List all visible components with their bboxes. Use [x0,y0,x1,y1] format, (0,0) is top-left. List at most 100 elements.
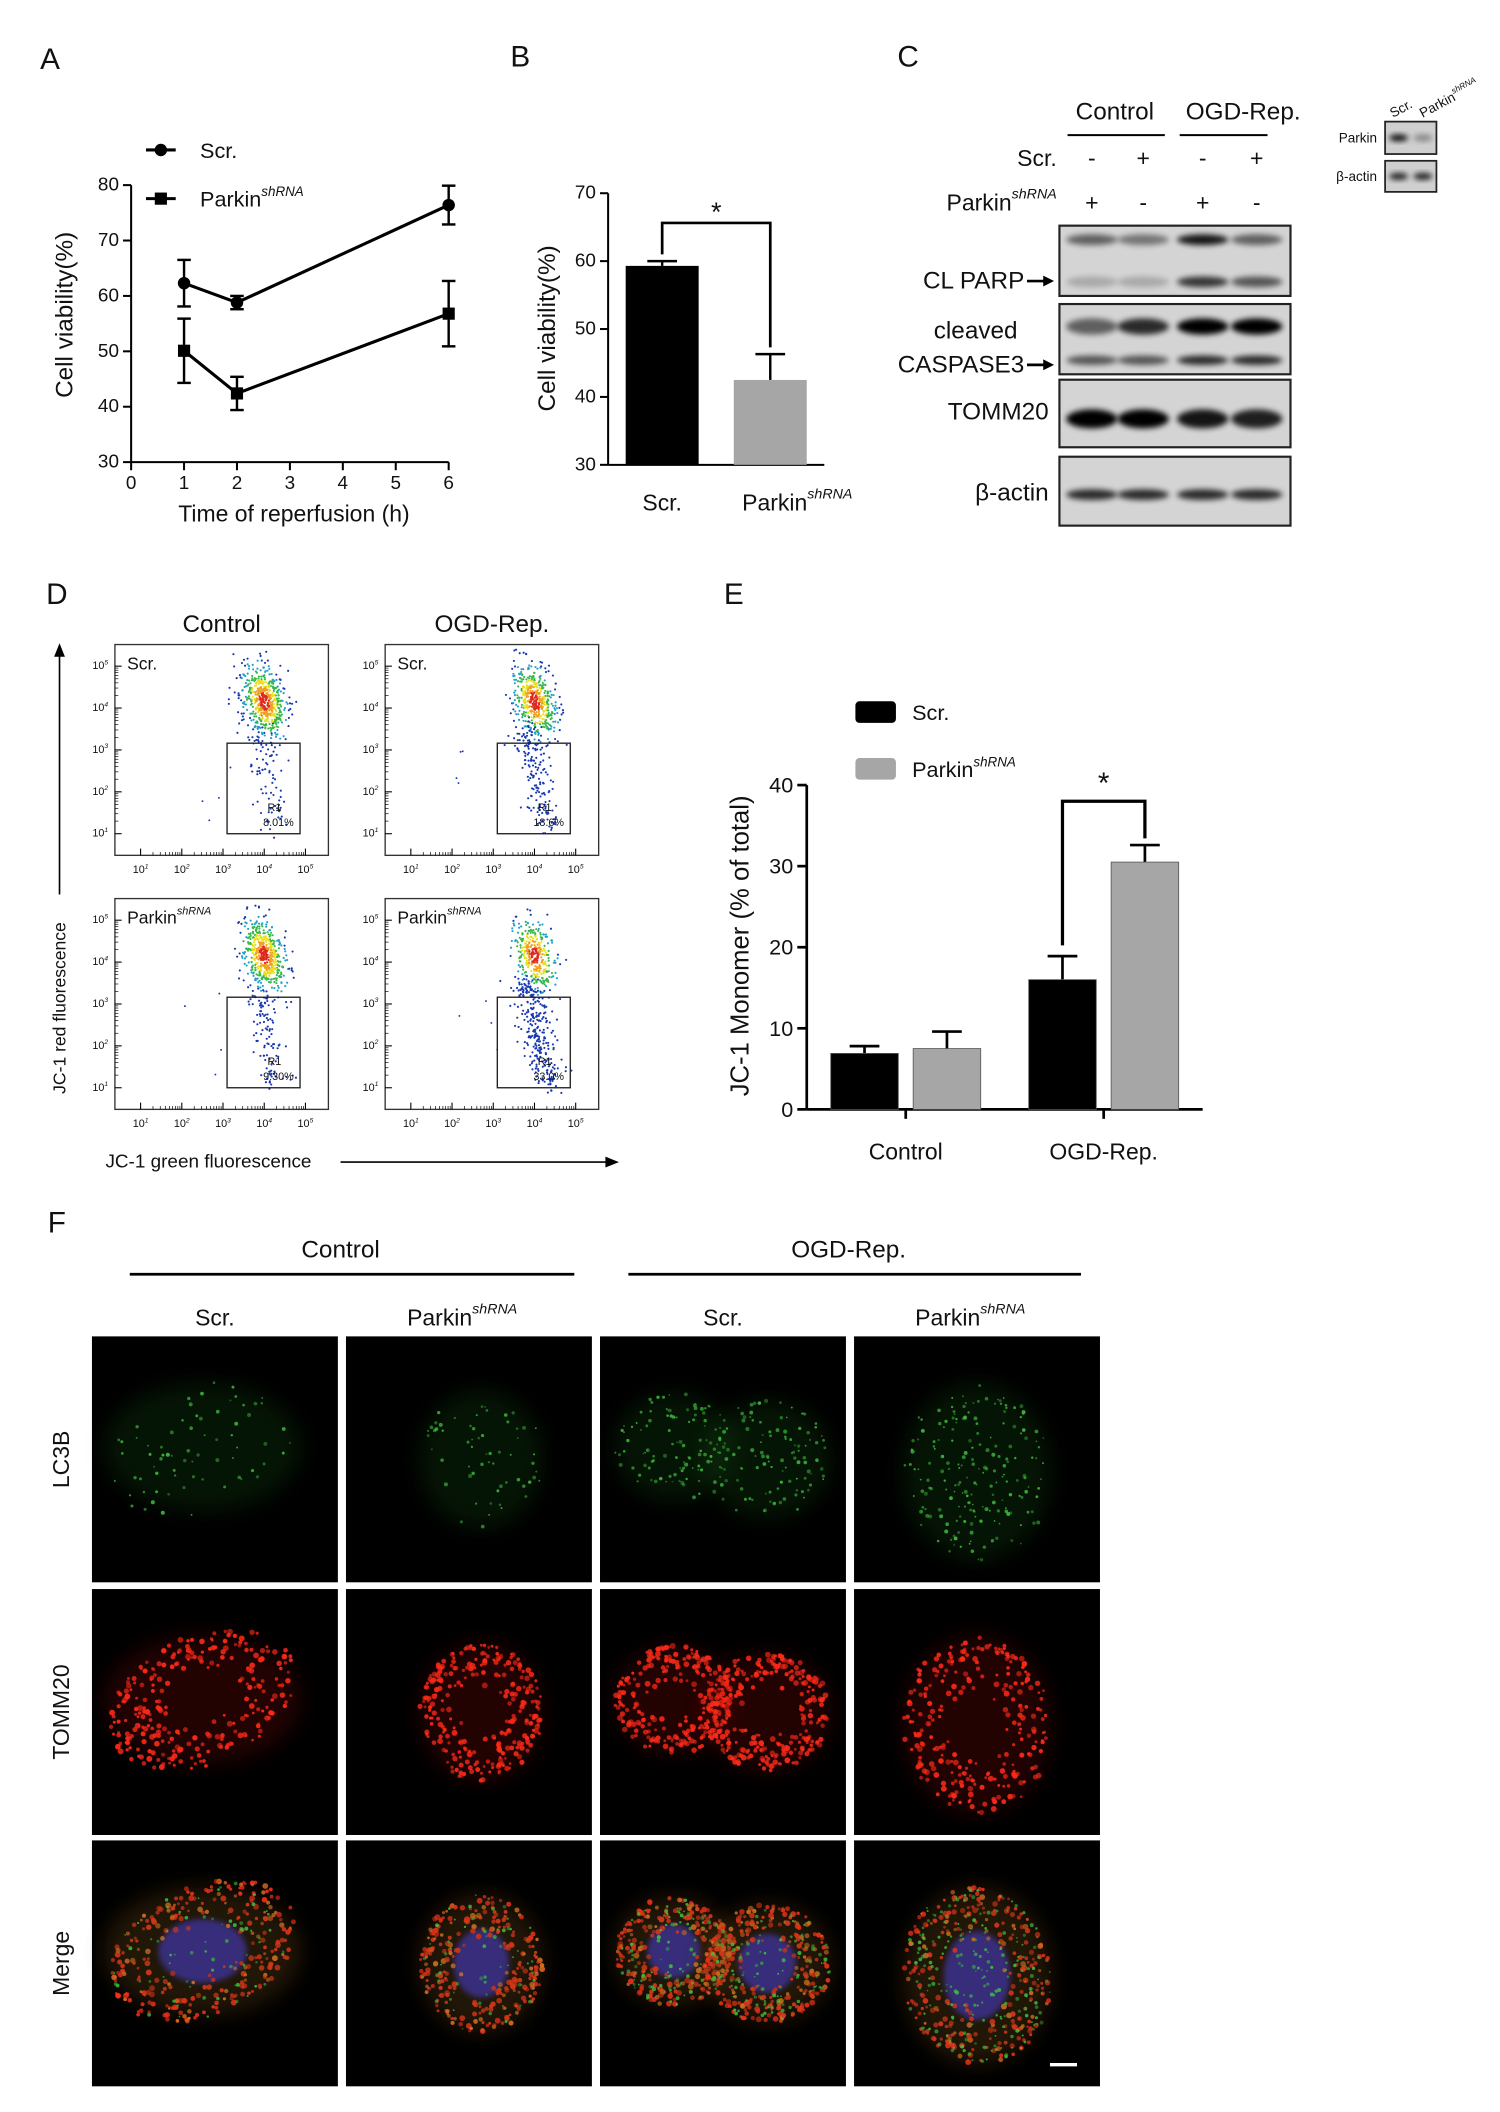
micro-red [454,1767,459,1772]
flow-dot [536,973,539,976]
flow-dot [267,797,270,800]
flow-dot [524,701,527,704]
flow-dot [546,706,550,709]
micro-green [260,1401,264,1405]
y-tick-label: 40 [769,773,793,798]
flow-dot [261,922,264,925]
micro-green [515,1427,519,1430]
flow-dot [539,740,542,743]
flow-dot [258,687,262,690]
micro-green [499,1965,502,1968]
flow-dot [534,683,537,686]
flow-dot [277,688,281,691]
flow-dot [249,919,252,922]
flow-dot [534,747,537,750]
micro-red [142,1697,148,1703]
micro-red [170,1654,176,1660]
flow-dot [249,984,252,987]
micro-red [451,1659,456,1664]
micro-green [206,2015,210,2018]
flow-dot [269,807,272,810]
micro-green [795,1477,798,1480]
flow-dot [541,819,544,822]
micro-green [679,1467,682,1470]
flow-dot [543,1046,546,1050]
micro-red [282,1703,288,1709]
flow-dot [272,1046,275,1050]
flow-dot [276,1047,279,1050]
flow-dot [260,1006,263,1009]
micro-green [723,1442,727,1445]
micro-green [471,1916,475,1921]
micro-green [674,1456,678,1459]
micro-red [164,1680,171,1686]
micro-red [261,1689,266,1694]
flow-dot [284,930,287,933]
flow-dot [277,694,280,697]
micro-green [692,1403,697,1408]
bar [830,1053,899,1110]
flow-dot [537,1069,540,1072]
flow-dot [284,1045,287,1048]
flow-row-label: Scr. [127,653,157,673]
flow-dots [458,908,573,1095]
flow-dot [272,1007,276,1011]
flow-dot [242,718,245,721]
flow-dot [532,674,535,678]
flow-dot [266,819,269,822]
flow-dot [250,719,253,722]
micro-red [242,1880,246,1884]
flow-dot [268,769,271,773]
flow-dot [547,703,550,706]
micro-green [783,1429,788,1434]
micro-red [161,1648,167,1654]
micro-red [167,1756,171,1761]
micro-red [495,1651,500,1656]
flow-dot [537,710,540,714]
micro-green [697,1464,701,1468]
flow-y-tick-label-main: 10 [92,1082,104,1094]
micro-green [219,1885,222,1889]
micro-green [189,1951,194,1955]
marker [230,296,244,309]
micro-green [719,1413,721,1416]
micro-green [820,1435,823,1437]
micro-green [485,1993,488,1996]
micro-red [437,1738,444,1745]
flow-dot [554,720,557,723]
flow-dot [544,1061,547,1064]
flow-dot [237,697,240,700]
flow-dot [530,974,533,977]
micro-red [450,1769,455,1774]
significance-label: * [711,197,722,227]
flow-dot [521,937,525,940]
flow-dot [536,667,539,670]
micro-green [434,1421,438,1425]
flow-dot [274,694,277,697]
micro-red [666,1735,672,1740]
flow-dot [534,978,537,981]
significance-bracket [1060,799,1147,946]
panel-label: A [40,43,60,76]
flow-dot [521,1012,524,1016]
micro-red [512,1716,517,1722]
flow-dot [516,941,519,944]
flow-dot [552,1046,555,1049]
flow-x-tick-label-sup: 4 [268,1117,272,1124]
flow-dot [513,691,516,694]
micro-red [535,1700,541,1706]
micro-green [505,1481,508,1484]
micro-red [539,1695,542,1698]
flow-dot [240,955,244,958]
flow-dot [252,957,255,960]
flow-dot [545,953,548,957]
micro-red [249,1647,254,1652]
flow-dot [535,1075,538,1078]
flow-dot [268,1028,271,1031]
flow-dot [277,947,280,950]
micro-green [815,1458,819,1462]
micro-green [432,1428,437,1433]
flow-dot [261,739,264,743]
flow-dot [535,702,538,705]
flow-dot [536,986,539,990]
